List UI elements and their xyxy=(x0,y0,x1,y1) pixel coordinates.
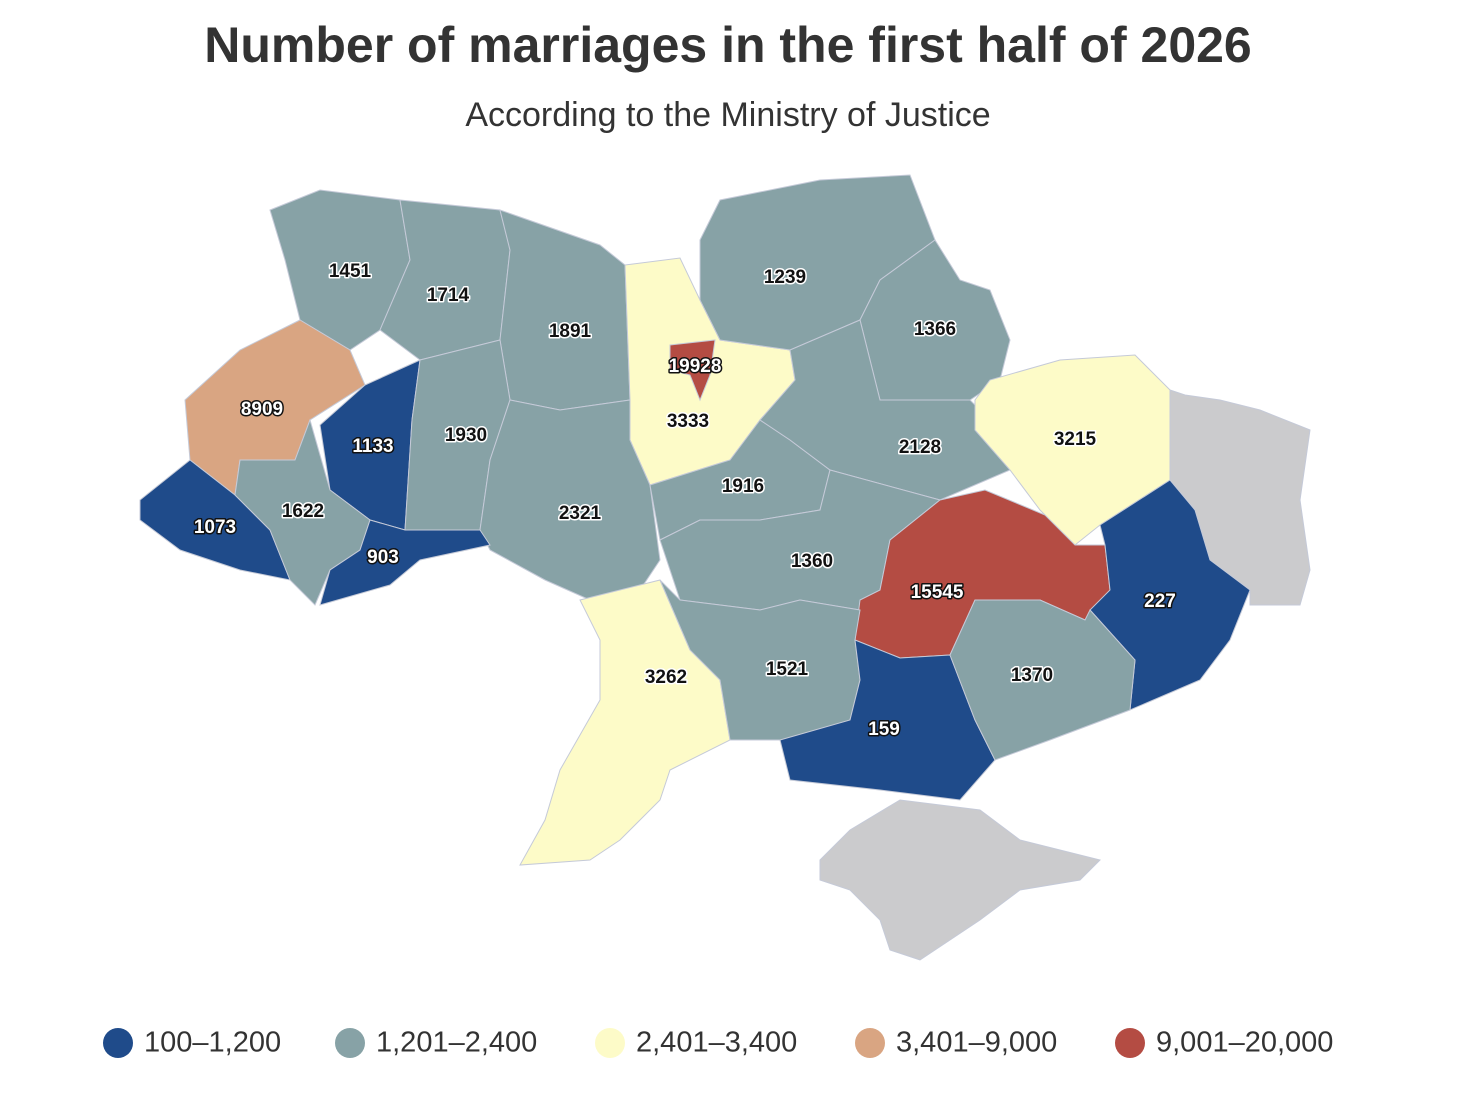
region-label: 3333 xyxy=(667,411,709,432)
region-label: 227 xyxy=(1144,591,1176,612)
subtitle: According to the Ministry of Justice xyxy=(465,96,990,134)
region-label: 1239 xyxy=(764,267,806,288)
region-label: 19928 xyxy=(669,356,722,377)
region-label: 159 xyxy=(868,719,900,740)
legend-label: 1,201–2,400 xyxy=(376,1027,537,1059)
legend-label: 3,401–9,000 xyxy=(896,1027,1057,1059)
region xyxy=(779,639,996,801)
region-label: 1370 xyxy=(1011,665,1053,686)
region-label: 8909 xyxy=(241,399,283,420)
region-label: 1891 xyxy=(549,321,592,342)
title: Number of marriages in the first half of… xyxy=(204,17,1252,73)
region-label: 1366 xyxy=(914,319,956,340)
region-label: 2128 xyxy=(899,437,941,458)
region xyxy=(319,519,491,606)
legend-swatch xyxy=(335,1028,365,1058)
region-label: 15545 xyxy=(911,582,964,603)
region-label: 1714 xyxy=(427,285,470,306)
region xyxy=(949,599,1136,761)
legend-label: 100–1,200 xyxy=(144,1027,281,1059)
region xyxy=(1089,479,1251,711)
region-label: 1916 xyxy=(722,476,764,497)
region-label: 1133 xyxy=(352,436,393,457)
legend-swatch xyxy=(1115,1028,1145,1058)
region-label: 1521 xyxy=(766,659,809,680)
region-label: 3215 xyxy=(1054,429,1097,450)
region-label: 1451 xyxy=(329,261,372,282)
no-data-region xyxy=(819,799,1101,961)
region-label: 1930 xyxy=(445,425,487,446)
region xyxy=(669,339,716,402)
regions xyxy=(139,174,1251,866)
legend-label: 2,401–3,400 xyxy=(636,1027,797,1059)
region-label: 1360 xyxy=(791,551,833,572)
region-label: 2321 xyxy=(559,503,602,524)
legend-swatch xyxy=(103,1028,133,1058)
region-label: 1073 xyxy=(194,517,236,538)
legend-label: 9,001–20,000 xyxy=(1156,1027,1333,1059)
legend-swatch xyxy=(855,1028,885,1058)
legend: 100–1,200 1,201–2,400 2,401–3,400 3,401–9,0… xyxy=(103,1027,1333,1059)
region-label: 1622 xyxy=(282,501,324,522)
region-label: 3262 xyxy=(645,667,687,688)
labels: 1451 1714 1891 3333 19928 1239 1366 8909 1133 193… xyxy=(192,260,1177,742)
region xyxy=(499,209,631,411)
legend-swatch xyxy=(595,1028,625,1058)
region-label: 903 xyxy=(367,547,399,568)
